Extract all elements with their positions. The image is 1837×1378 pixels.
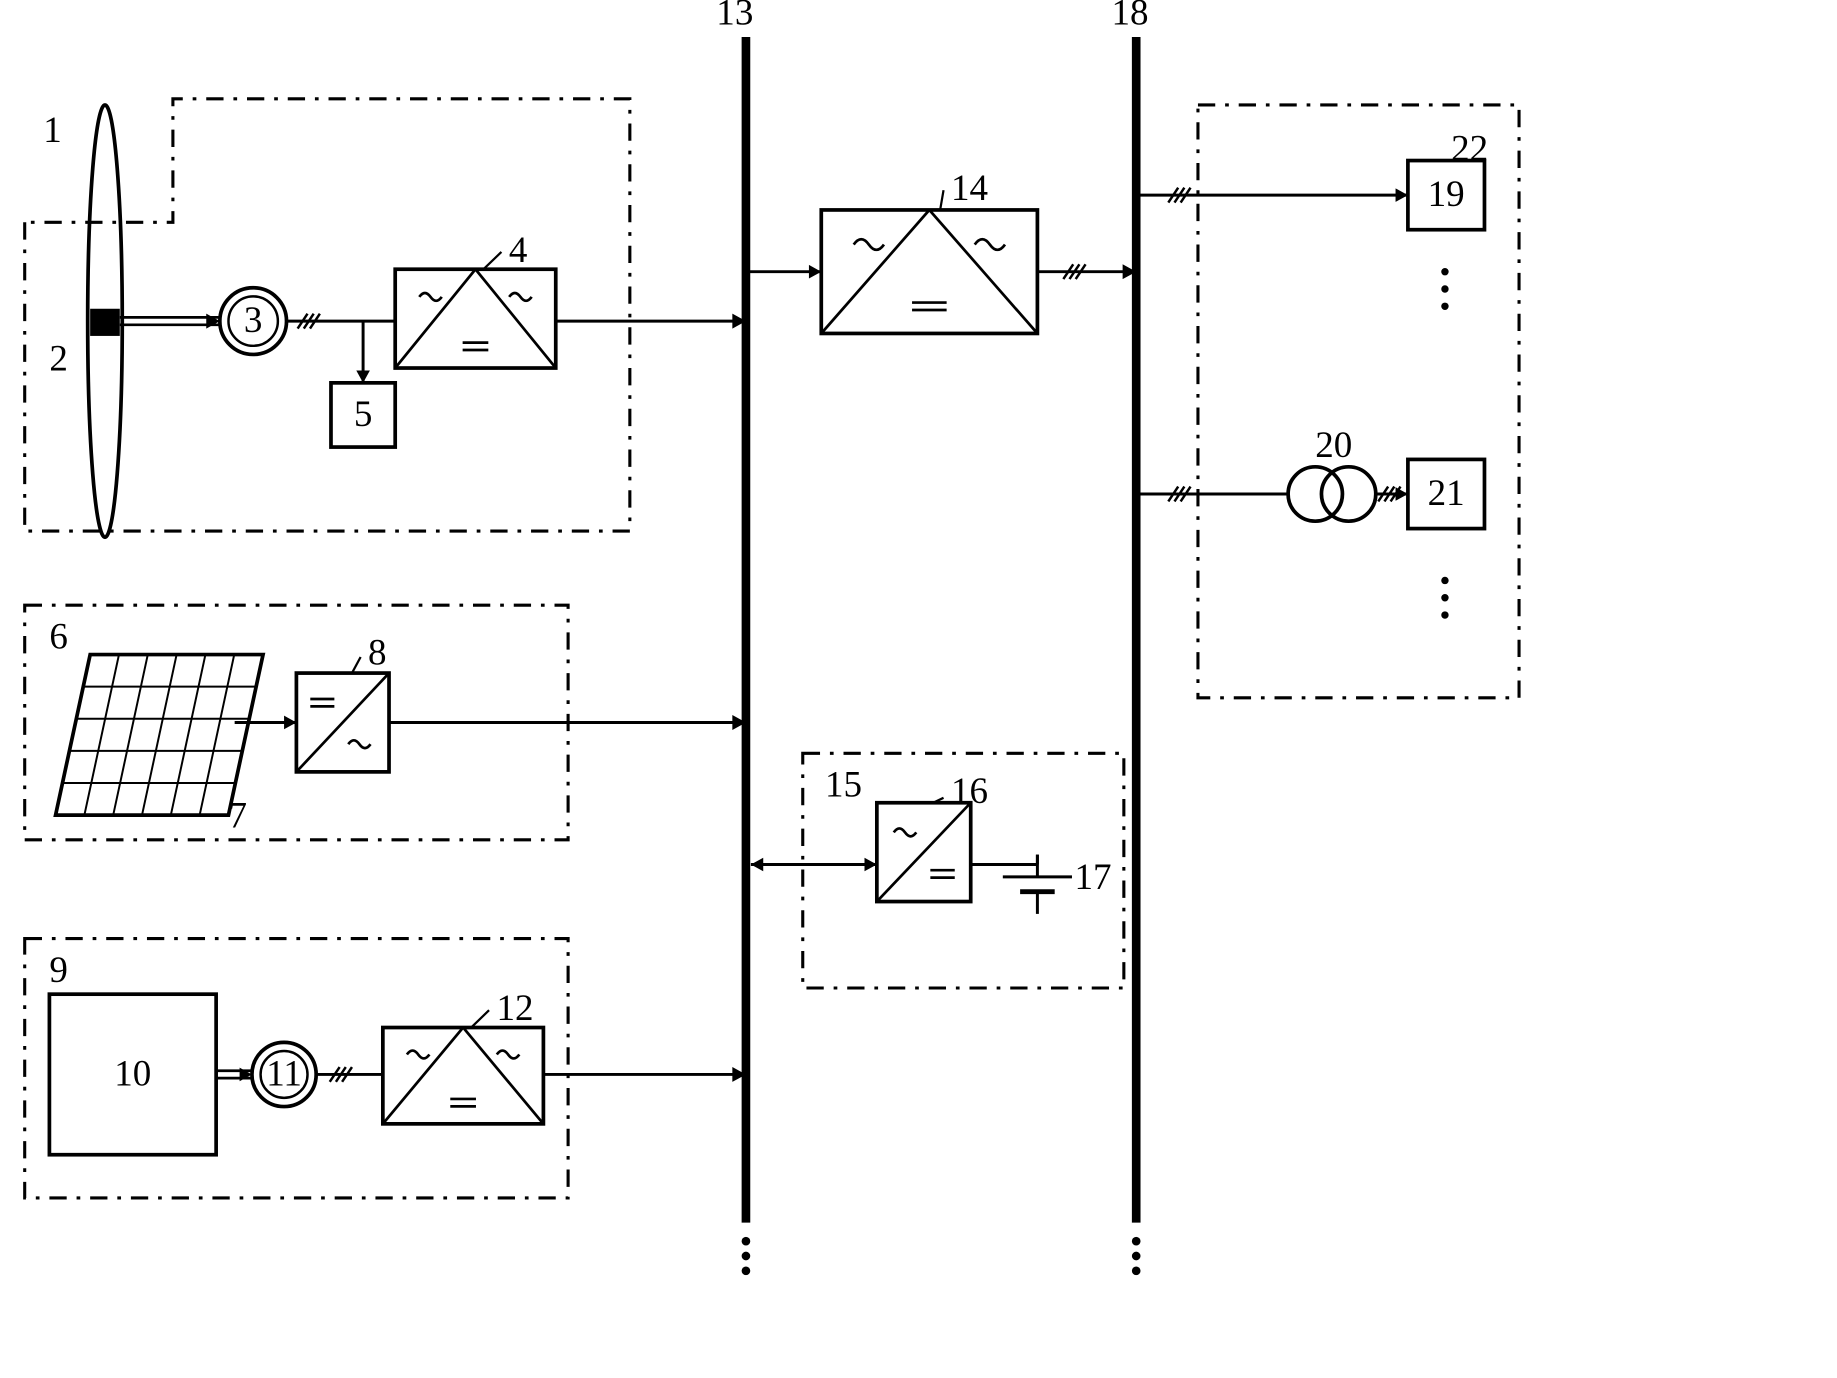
svg-text:8: 8 (368, 632, 387, 673)
svg-text:16: 16 (951, 771, 988, 812)
svg-text:14: 14 (951, 168, 988, 209)
wind-turbine-hub (90, 309, 120, 336)
svg-text:2: 2 (49, 339, 68, 380)
svg-text:19: 19 (1428, 174, 1465, 215)
svg-text:4: 4 (509, 230, 528, 271)
svg-text:11: 11 (266, 1054, 302, 1095)
svg-text:9: 9 (49, 950, 68, 991)
svg-text:22: 22 (1451, 129, 1488, 170)
svg-text:13: 13 (716, 0, 753, 34)
svg-text:20: 20 (1315, 425, 1352, 466)
svg-text:12: 12 (496, 988, 533, 1029)
svg-text:21: 21 (1428, 473, 1465, 514)
svg-text:18: 18 (1112, 0, 1149, 34)
svg-text:3: 3 (244, 300, 263, 341)
svg-text:17: 17 (1074, 857, 1111, 898)
svg-text:7: 7 (228, 795, 247, 836)
svg-text:1: 1 (43, 110, 62, 151)
svg-text:6: 6 (49, 616, 68, 657)
svg-text:15: 15 (825, 765, 862, 806)
svg-text:10: 10 (114, 1054, 151, 1095)
svg-text:5: 5 (354, 394, 373, 435)
